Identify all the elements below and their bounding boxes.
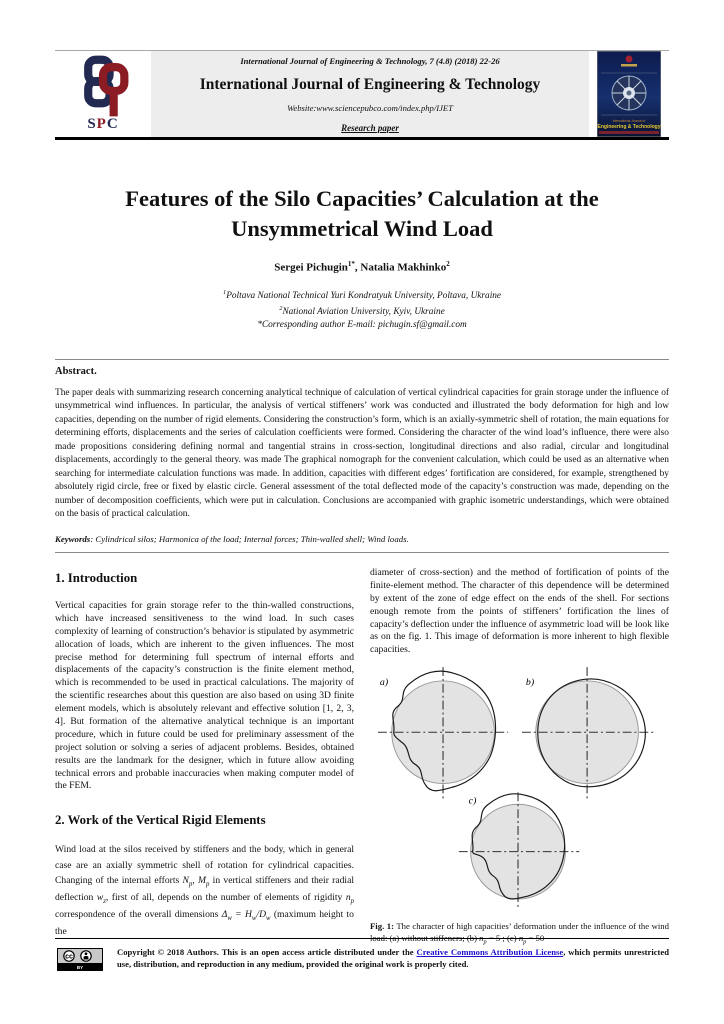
creative-commons-license-link[interactable]: Creative Commons Attribution License (416, 947, 564, 957)
left-column: 1. Introduction Vertical capacities for … (55, 567, 354, 948)
silo-deformation-diagram: a) b) c) (377, 667, 654, 911)
journal-masthead: International Journal of Engineering & T… (151, 51, 589, 137)
abstract-heading: Abstract. (55, 365, 97, 377)
abstract-text: The paper deals with summarizing researc… (55, 387, 669, 520)
article-title: Features of the Silo Capacities’ Calcula… (125, 186, 599, 241)
affiliation-1: 1Poltava National Technical Yuri Kondrat… (222, 289, 502, 302)
affiliations: 1Poltava National Technical Yuri Kondrat… (55, 288, 669, 333)
svg-text:Engineering & Technology: Engineering & Technology (598, 124, 661, 130)
paper-type-label: Research paper (341, 122, 399, 133)
keywords-line: Keywords: Cylindrical silos; Harmonica o… (55, 533, 409, 544)
corresponding-author-email: *Corresponding author E-mail: pichugin.s… (257, 320, 467, 331)
journal-cover-image: International Journal of Engineering & T… (597, 51, 661, 137)
affiliation-2: 2National Aviation University, Kyiv, Ukr… (279, 304, 445, 317)
citation-line: International Journal of Engineering & T… (240, 56, 500, 66)
copyright-text: Copyright © 2018 Authors. This is an ope… (117, 947, 669, 970)
authors-line: Sergei Pichugin1*, Natalia Makhinko2 (274, 260, 450, 275)
math-wz: wz (96, 892, 106, 906)
svg-text:a): a) (379, 677, 387, 688)
spc-logo-icon (84, 55, 129, 117)
journal-cover: International Journal of Engineering & T… (589, 51, 669, 137)
abstract-section: Abstract. The paper deals with summarizi… (55, 358, 669, 553)
svg-text:cc: cc (65, 954, 73, 961)
math-np: np (345, 892, 355, 906)
journal-name: International Journal of Engineering & T… (199, 75, 541, 93)
svg-text:International Journal of: International Journal of (613, 119, 646, 123)
journal-header: SPC International Journal of Engineering… (55, 50, 669, 140)
section-heading-work-of-vertical-rigid-elements: 2. Work of the Vertical Rigid Elements (55, 813, 266, 828)
cc-by-badge: cc BY (57, 948, 103, 976)
publisher-logo: SPC (55, 51, 151, 137)
cc-by-icon: cc BY (57, 948, 103, 971)
math-Np: Np (182, 875, 193, 889)
math-overall-dimensions: Δw = Hw/Dw (221, 909, 271, 923)
introduction-paragraph: Vertical capacities for grain storage re… (55, 599, 354, 792)
license-footer: cc BY Copyright © 2018 Authors. This is … (55, 938, 669, 976)
journal-website[interactable]: Website:www.sciencepubco.com/index.php/I… (287, 103, 453, 114)
section-heading-introduction: 1. Introduction (55, 570, 138, 585)
continuation-paragraph: diameter of cross-section) and the metho… (370, 566, 669, 656)
figure-1: a) b) c) (370, 661, 669, 918)
svg-text:b): b) (525, 677, 533, 688)
svg-text:c): c) (468, 795, 476, 806)
section2-paragraph: Wind load at the silos received by stiff… (55, 844, 355, 938)
svg-text:BY: BY (77, 965, 83, 970)
math-Mp: Mp (198, 875, 210, 889)
article-body: 1. Introduction Vertical capacities for … (55, 567, 669, 948)
spc-logo-text: SPC (87, 116, 119, 132)
right-column: diameter of cross-section) and the metho… (370, 567, 669, 948)
